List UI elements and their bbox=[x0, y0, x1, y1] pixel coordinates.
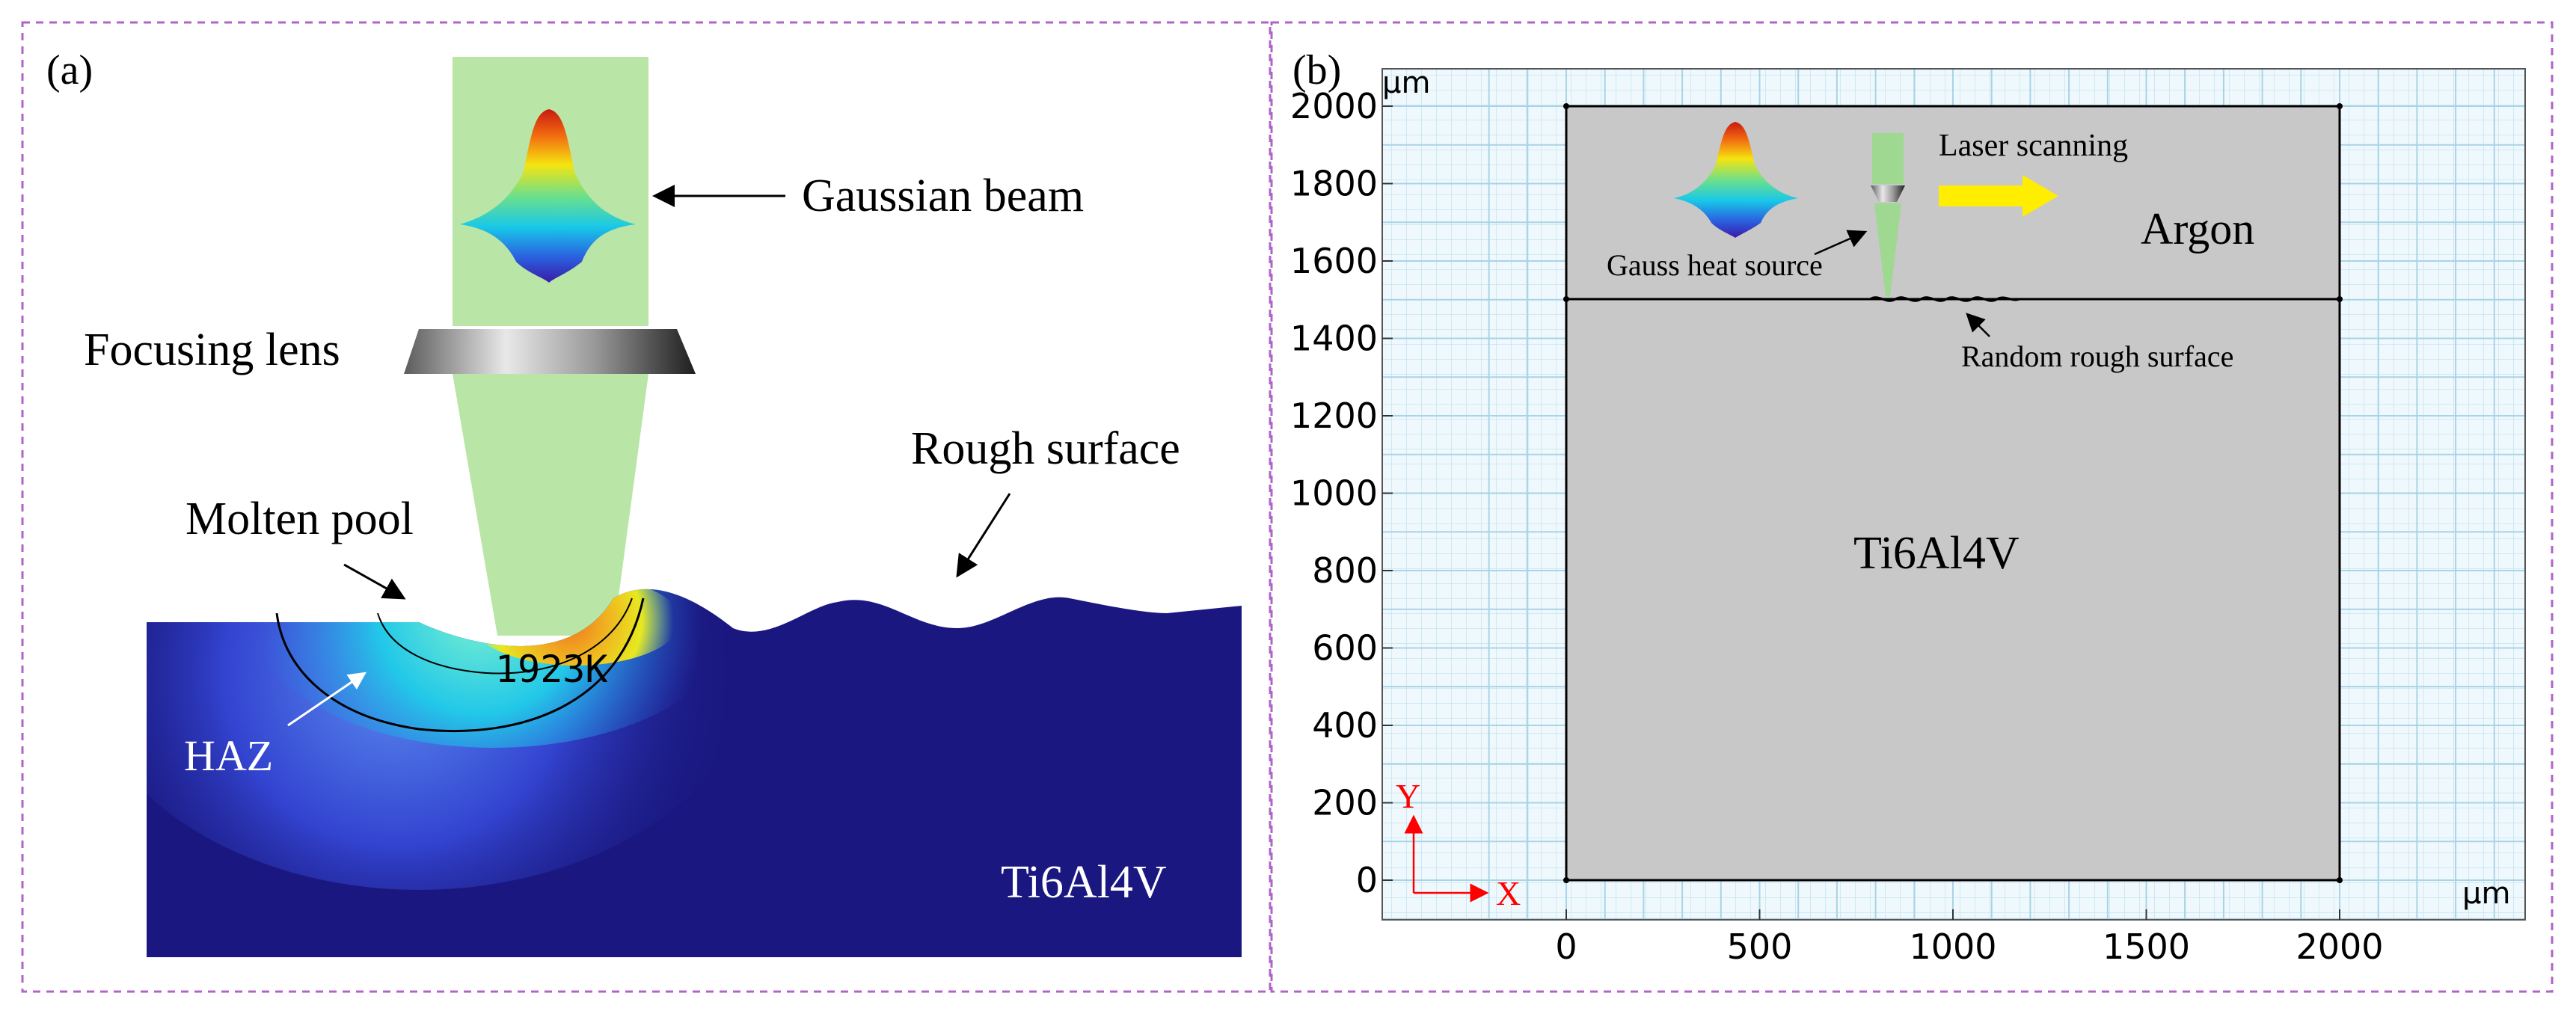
focusing-lens-label: Focusing lens bbox=[84, 325, 340, 375]
y-tick-label: 400 bbox=[1312, 705, 1378, 746]
isotherm-label: 1923K bbox=[495, 648, 608, 691]
x-tick-label: 1000 bbox=[1909, 927, 1996, 967]
panel-b-frame bbox=[1270, 21, 2554, 993]
y-tick-label: 800 bbox=[1312, 550, 1378, 591]
molten-pool-arrow bbox=[343, 563, 406, 600]
random-rough-surface-arrow bbox=[1966, 313, 1990, 337]
y-tick-label: 2000 bbox=[1290, 86, 1378, 126]
substrate-a bbox=[147, 589, 1242, 957]
y-tick-label: 1000 bbox=[1290, 473, 1378, 514]
x-tick-label: 1500 bbox=[2103, 927, 2190, 967]
y-tick-label: 0 bbox=[1356, 860, 1378, 900]
haz-contour bbox=[275, 597, 645, 732]
y-unit-label: μm bbox=[1382, 66, 1430, 100]
panel-a: (a) Gaussian beam Focusing lens Rough su bbox=[21, 21, 1272, 993]
x-unit-label: μm bbox=[2462, 876, 2510, 911]
laser-beam-cone bbox=[453, 374, 648, 636]
haz-arrow bbox=[287, 672, 367, 727]
y-tick-label: 200 bbox=[1312, 783, 1378, 823]
y-tick-label: 1800 bbox=[1290, 164, 1378, 204]
heat-source-lens-icon bbox=[1871, 185, 1905, 202]
gaussian-heat-profile-icon-b bbox=[1674, 122, 1798, 238]
rough-surface-arrow bbox=[956, 493, 1011, 578]
gauss-heat-source-arrow bbox=[1814, 230, 1868, 256]
y-tick-label: 1600 bbox=[1290, 241, 1378, 281]
gaussian-beam-label: Gaussian beam bbox=[802, 170, 1084, 221]
laser-scanning-arrow bbox=[1939, 175, 2058, 217]
panel-b-label: (b) bbox=[1292, 47, 1341, 93]
heat-source-beam-column bbox=[1872, 133, 1904, 184]
panel-a-frame bbox=[21, 21, 1272, 993]
argon-label: Argon bbox=[2141, 204, 2254, 254]
panel-a-label: (a) bbox=[46, 47, 93, 93]
gaussian-heat-profile-icon bbox=[460, 109, 636, 283]
material-label-b: Ti6Al4V bbox=[1853, 528, 2020, 579]
laser-scanning-label: Laser scanning bbox=[1939, 129, 2128, 163]
random-rough-surface-line bbox=[1869, 296, 2030, 302]
y-tick-label: 1400 bbox=[1290, 319, 1378, 359]
y-tick-label: 1200 bbox=[1290, 396, 1378, 436]
rough-surface-label: Rough surface bbox=[911, 423, 1180, 474]
x-tick-label: 0 bbox=[1555, 927, 1577, 967]
focusing-lens-icon bbox=[404, 329, 696, 374]
corner-markers bbox=[1563, 103, 2343, 883]
gauss-heat-source-label: Gauss heat source bbox=[1607, 248, 1823, 282]
melt-contour bbox=[377, 597, 633, 675]
y-tick-label: 600 bbox=[1312, 628, 1378, 669]
haz-label: HAZ bbox=[184, 731, 273, 780]
x-tick-label: 500 bbox=[1727, 927, 1793, 967]
computational-domain bbox=[1565, 105, 2341, 882]
molten-pool-label: Molten pool bbox=[185, 494, 414, 544]
material-label-a: Ti6Al4V bbox=[1001, 857, 1167, 908]
random-rough-surface-label: Random rough surface bbox=[1961, 340, 2233, 373]
heat-source-beam-cone bbox=[1874, 203, 1901, 296]
x-tick-labels: 0 500 1000 1500 2000 bbox=[1555, 909, 2384, 967]
panel-b: (b) μm μm Laser scanning Argon Gauss hea… bbox=[1270, 21, 2554, 993]
x-tick-label: 2000 bbox=[2296, 927, 2383, 967]
x-axis-label: X bbox=[1496, 874, 1521, 912]
y-axis-label: Y bbox=[1396, 777, 1420, 815]
